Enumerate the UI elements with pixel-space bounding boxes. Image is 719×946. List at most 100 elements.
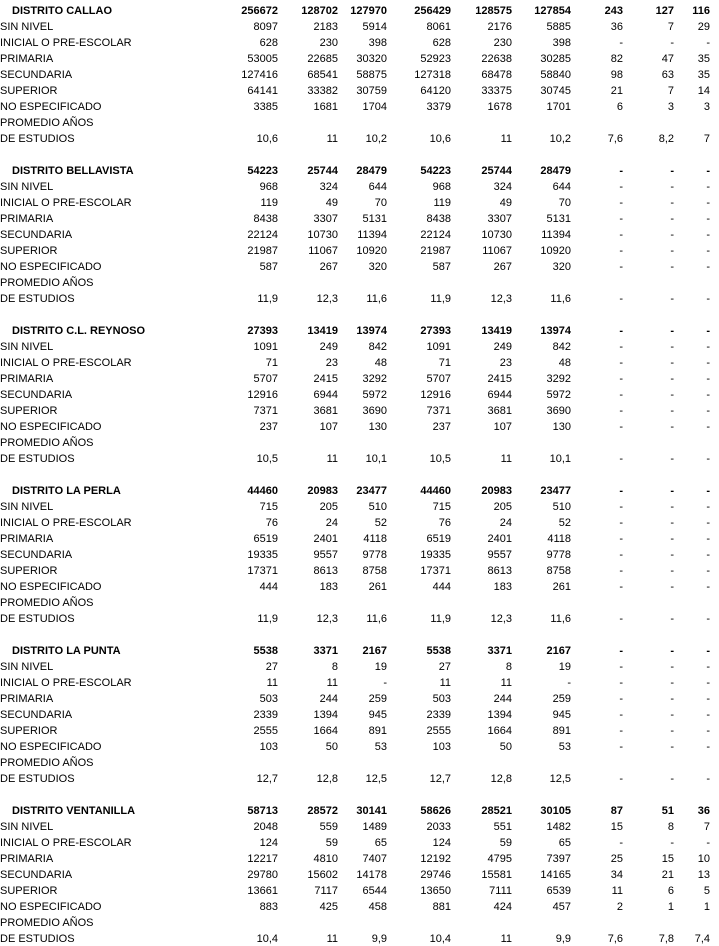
value-cell: - bbox=[619, 293, 623, 305]
value-cell bbox=[278, 435, 338, 451]
value-cell bbox=[338, 755, 387, 771]
data-row: PROMEDIO AÑOS bbox=[0, 915, 719, 931]
value-cell: 21987 bbox=[247, 245, 278, 257]
value-cell: 71 bbox=[438, 357, 451, 369]
row-label: INICIAL O PRE-ESCOLAR bbox=[0, 197, 132, 209]
row-label: DE ESTUDIOS bbox=[0, 293, 75, 305]
row-label: SIN NIVEL bbox=[0, 181, 54, 193]
value-cell: 9557 bbox=[487, 549, 512, 561]
district-total-cell: - bbox=[670, 645, 674, 657]
district-total-cell: 28521 bbox=[481, 805, 512, 817]
value-cell: - bbox=[619, 229, 623, 241]
value-cell: - bbox=[619, 725, 623, 737]
value-cell: 35 bbox=[697, 53, 710, 65]
row-label: DE ESTUDIOS bbox=[0, 933, 75, 945]
row-label: SUPERIOR bbox=[0, 405, 58, 417]
value-cell: 3307 bbox=[487, 213, 512, 225]
value-cell bbox=[512, 435, 571, 451]
value-cell bbox=[571, 115, 623, 131]
row-label: PROMEDIO AÑOS bbox=[0, 597, 94, 609]
value-cell: 7,6 bbox=[607, 933, 623, 945]
district-total-cell: 127 bbox=[655, 5, 674, 17]
data-row: SIN NIVEL 715 205 510 715 205 510 - - - bbox=[0, 499, 719, 515]
value-cell: - bbox=[706, 229, 710, 241]
district-total-cell: 13974 bbox=[356, 325, 387, 337]
district-header-row: DISTRITO LA PERLA 44460 20983 23477 44460 209… bbox=[0, 483, 719, 499]
row-label: SUPERIOR bbox=[0, 725, 58, 737]
value-cell: 3307 bbox=[313, 213, 338, 225]
value-cell: 1678 bbox=[487, 101, 512, 113]
value-cell: 17371 bbox=[247, 565, 278, 577]
data-row: NO ESPECIFICADO 587 267 320 587 267 320 - - - bbox=[0, 259, 719, 275]
value-cell: 11,9 bbox=[257, 613, 278, 625]
data-row: SUPERIOR 7371 3681 3690 7371 3681 3690 - - - bbox=[0, 403, 719, 419]
value-cell: - bbox=[706, 37, 710, 49]
value-cell: 2555 bbox=[426, 725, 451, 737]
value-cell: 53 bbox=[558, 741, 571, 753]
value-cell: 7 bbox=[667, 85, 674, 97]
district-total-cell: 20983 bbox=[481, 485, 512, 497]
value-cell: 1394 bbox=[313, 709, 338, 721]
value-cell: 10,4 bbox=[429, 933, 451, 945]
value-cell: 17371 bbox=[420, 565, 451, 577]
value-cell: 510 bbox=[552, 501, 571, 513]
value-cell: 19335 bbox=[420, 549, 451, 561]
value-cell bbox=[571, 275, 623, 291]
value-cell: 11,9 bbox=[257, 293, 278, 305]
value-cell: 11,6 bbox=[550, 613, 571, 625]
value-cell bbox=[387, 115, 451, 131]
value-cell: 5 bbox=[703, 885, 710, 897]
data-row: INICIAL O PRE-ESCOLAR 124 59 65 124 59 65 - - - bbox=[0, 835, 719, 851]
value-cell: - bbox=[706, 773, 710, 785]
value-cell: 10920 bbox=[356, 245, 387, 257]
district-total-cell: 27393 bbox=[420, 325, 451, 337]
value-cell: 2415 bbox=[487, 373, 512, 385]
value-cell: - bbox=[670, 741, 674, 753]
value-cell: 4795 bbox=[487, 853, 512, 865]
value-cell: 48 bbox=[558, 357, 571, 369]
value-cell: - bbox=[670, 501, 674, 513]
value-cell: 59 bbox=[325, 837, 338, 849]
value-cell: 30285 bbox=[540, 53, 571, 65]
data-row: NO ESPECIFICADO 883 425 458 881 424 457 2 1 1 bbox=[0, 899, 719, 915]
data-row: NO ESPECIFICADO 444 183 261 444 183 261 - - - bbox=[0, 579, 719, 595]
value-cell bbox=[623, 435, 674, 451]
value-cell: - bbox=[706, 549, 710, 561]
value-cell bbox=[451, 275, 512, 291]
district-total-cell: - bbox=[706, 645, 710, 657]
value-cell bbox=[278, 755, 338, 771]
value-cell bbox=[278, 275, 338, 291]
district-total-cell: 23477 bbox=[356, 485, 387, 497]
row-label: SUPERIOR bbox=[0, 245, 58, 257]
value-cell: - bbox=[670, 773, 674, 785]
value-cell bbox=[387, 915, 451, 931]
value-cell: 2415 bbox=[313, 373, 338, 385]
data-row: PROMEDIO AÑOS bbox=[0, 755, 719, 771]
value-cell bbox=[512, 595, 571, 611]
value-cell: - bbox=[619, 581, 623, 593]
value-cell: 10920 bbox=[540, 245, 571, 257]
value-cell: 71 bbox=[265, 357, 278, 369]
value-cell: 10,5 bbox=[256, 453, 278, 465]
district-name: DISTRITO BELLAVISTA bbox=[12, 165, 134, 177]
section-spacer bbox=[0, 627, 719, 643]
section-spacer bbox=[0, 307, 719, 323]
value-cell: - bbox=[619, 693, 623, 705]
value-cell: 11394 bbox=[357, 229, 387, 241]
value-cell: 23 bbox=[499, 357, 512, 369]
district-name: DISTRITO LA PERLA bbox=[12, 485, 121, 497]
data-row: DE ESTUDIOS 11,9 12,3 11,6 11,9 12,3 11,6 - - - bbox=[0, 291, 719, 307]
row-label: SIN NIVEL bbox=[0, 21, 54, 33]
data-row: DE ESTUDIOS 11,9 12,3 11,6 11,9 12,3 11,6 - - - bbox=[0, 611, 719, 627]
value-cell: 13650 bbox=[420, 885, 451, 897]
data-row: PRIMARIA 6519 2401 4118 6519 2401 4118 - - - bbox=[0, 531, 719, 547]
value-cell bbox=[451, 755, 512, 771]
value-cell: - bbox=[619, 213, 623, 225]
value-cell bbox=[512, 915, 571, 931]
value-cell: 27 bbox=[265, 661, 278, 673]
value-cell: 1701 bbox=[546, 101, 571, 113]
value-cell: 58875 bbox=[356, 69, 387, 81]
row-label: SECUNDARIA bbox=[0, 69, 73, 81]
value-cell: 33382 bbox=[307, 85, 338, 97]
value-cell: 2048 bbox=[253, 821, 278, 833]
